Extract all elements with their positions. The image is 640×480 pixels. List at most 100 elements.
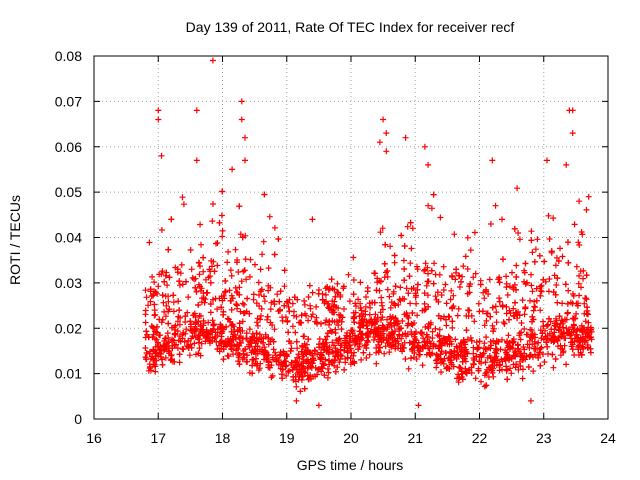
data-point (485, 344, 492, 351)
data-point (389, 331, 395, 338)
data-point (532, 246, 539, 253)
data-point (519, 375, 526, 382)
data-point (506, 316, 512, 323)
x-tick-label: 19 (279, 430, 295, 446)
data-point (529, 313, 536, 320)
data-point (334, 280, 341, 287)
data-point (236, 284, 243, 291)
data-point (476, 338, 483, 345)
data-point (493, 319, 500, 326)
data-point (575, 280, 582, 287)
data-point (409, 346, 415, 353)
data-point (479, 308, 486, 315)
data-point (294, 369, 301, 376)
data-point (300, 358, 307, 365)
data-point (471, 357, 478, 363)
data-point (164, 340, 170, 347)
data-point (351, 360, 358, 367)
data-point (382, 241, 389, 248)
data-point (456, 272, 463, 279)
data-point (544, 157, 550, 164)
data-point (450, 363, 457, 370)
data-point (503, 280, 510, 287)
data-point (206, 336, 213, 343)
data-point (573, 327, 580, 334)
data-point (569, 324, 576, 331)
data-point (307, 305, 314, 312)
data-point (310, 355, 316, 362)
data-point (163, 302, 170, 309)
data-point (513, 274, 520, 280)
data-point (560, 348, 567, 355)
data-point (565, 287, 572, 294)
data-point (458, 278, 464, 285)
data-point (256, 292, 262, 298)
data-point (550, 364, 557, 371)
data-point (390, 290, 397, 297)
data-point (217, 321, 224, 328)
data-point (510, 338, 517, 345)
data-point (224, 259, 231, 266)
data-point (483, 334, 490, 341)
data-point (579, 343, 586, 350)
data-point (246, 273, 253, 280)
data-point (334, 364, 341, 371)
data-point (583, 206, 590, 213)
data-point (195, 350, 202, 357)
data-point (301, 301, 308, 308)
data-point (243, 335, 250, 342)
data-point (513, 350, 519, 357)
data-point (376, 344, 383, 351)
data-point (442, 281, 449, 288)
data-point (458, 368, 465, 375)
data-point (448, 359, 455, 366)
data-point (237, 308, 244, 315)
data-point (204, 331, 211, 338)
data-point (563, 161, 570, 168)
data-point (254, 315, 261, 322)
data-point (552, 262, 559, 269)
data-point (483, 286, 489, 293)
x-tick-label: 23 (536, 430, 552, 446)
data-point (554, 299, 561, 306)
data-point (242, 134, 248, 141)
x-tick-label: 22 (472, 430, 488, 446)
data-point (516, 312, 523, 319)
data-point (519, 297, 526, 304)
data-point (347, 333, 354, 340)
data-point (306, 282, 313, 289)
data-point (496, 279, 503, 286)
data-point (495, 338, 502, 345)
data-point (528, 282, 535, 289)
data-point (521, 267, 528, 274)
data-point (575, 335, 582, 341)
data-point (489, 359, 496, 365)
data-point (219, 233, 226, 240)
data-point (332, 345, 339, 352)
data-point (198, 241, 204, 248)
data-point (150, 346, 157, 353)
data-point (311, 347, 318, 354)
data-point (541, 359, 548, 365)
data-point (157, 351, 164, 357)
data-point (335, 322, 342, 329)
data-point (437, 214, 444, 221)
data-point (358, 356, 365, 363)
data-point (442, 349, 449, 356)
data-point (236, 361, 243, 368)
data-point (242, 256, 249, 263)
data-point (180, 201, 187, 208)
data-point (383, 130, 390, 137)
data-point (295, 351, 302, 358)
data-point (211, 268, 218, 275)
data-point (352, 300, 359, 307)
data-point (386, 342, 393, 348)
data-point (185, 294, 192, 301)
data-point (239, 234, 246, 241)
data-point (504, 292, 511, 298)
data-point (396, 296, 403, 303)
y-tick-label: 0.04 (55, 230, 82, 246)
data-point (569, 346, 576, 353)
data-point (583, 337, 589, 344)
data-point (438, 292, 445, 298)
